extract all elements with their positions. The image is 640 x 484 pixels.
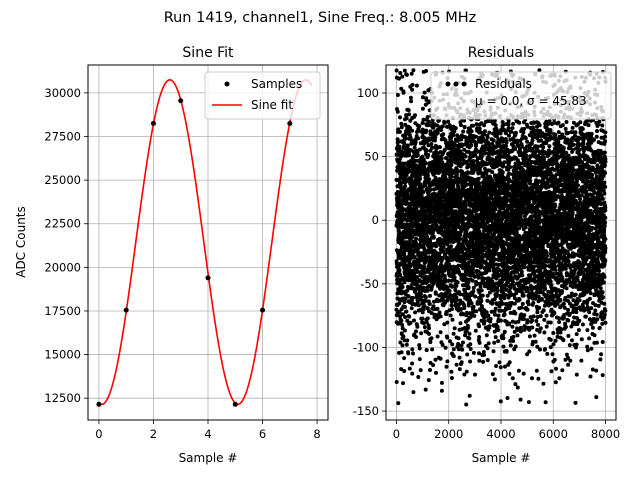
residuals-xlabel: Sample #: [472, 451, 531, 465]
legend-residuals-stats: μ = 0.0, σ = 45.83: [475, 94, 587, 108]
sine-fit-xtick-label: 8: [313, 427, 320, 441]
residuals-points: [394, 68, 608, 407]
legend-residuals-marker: [445, 81, 467, 87]
residuals-axes-frame: [385, 64, 617, 421]
sine-fit-legend: Samples Sine fit: [204, 71, 321, 120]
sample-point: [205, 275, 211, 281]
sample-point: [232, 401, 238, 407]
residuals-xtick-label: 6000: [539, 427, 568, 441]
residuals-ytick-label: -150: [353, 404, 379, 418]
sine-fit-xtick-label: 2: [150, 427, 157, 441]
residuals-ytick-label: 100: [357, 86, 379, 100]
sample-point: [96, 401, 102, 407]
sine-fit-ytick-label: 30000: [44, 86, 81, 100]
sine-fit-legend-box: [204, 71, 321, 120]
residuals-ytick-label: 0: [372, 213, 379, 227]
sample-point: [123, 307, 129, 313]
sample-point: [287, 120, 293, 126]
residuals-ytick-label: 50: [364, 150, 379, 164]
residuals-panel: Residuals 0 2000 4000 6000 8000 -150 -100 -50 0 5…: [353, 45, 620, 465]
sample-point: [150, 120, 156, 126]
sine-fit-xlabel: Sample #: [179, 451, 238, 465]
legend-samples-label: Samples: [251, 77, 302, 91]
residual-points: [394, 68, 608, 407]
residuals-legend-box: [430, 71, 612, 120]
residuals-legend: Residuals μ = 0.0, σ = 45.83: [430, 71, 612, 120]
figure-suptitle: Run 1419, channel1, Sine Freq.: 8.005 MH…: [164, 10, 477, 26]
legend-residuals-label: Residuals: [475, 77, 532, 91]
sine-fit-title: Sine Fit: [182, 45, 234, 61]
sine-fit-ytick-label: 15000: [44, 348, 81, 362]
residuals-ticks: 0 2000 4000 6000 8000 -150 -100 -50 0 50 100: [353, 86, 620, 441]
sample-point: [178, 98, 184, 104]
sine-fit-ytick-label: 22500: [44, 217, 81, 231]
sine-fit-ytick-label: 12500: [44, 391, 81, 405]
residuals-xtick-label: 8000: [591, 427, 620, 441]
sine-fit-ylabel: ADC Counts: [14, 206, 28, 278]
sample-point: [260, 307, 266, 313]
sine-fit-line: [98, 79, 313, 406]
legend-samples-marker: [224, 81, 230, 87]
legend-sine-fit-label: Sine fit: [251, 98, 293, 112]
residuals-ytick-label: -50: [360, 277, 379, 291]
sine-fit-plot-area: [96, 79, 313, 407]
sine-fit-ytick-label: 17500: [44, 304, 81, 318]
residuals-xtick-label: 2000: [434, 427, 463, 441]
sine-fit-ytick-label: 25000: [44, 173, 81, 187]
sine-fit-xtick-label: 0: [95, 427, 102, 441]
sine-fit-ytick-label: 20000: [44, 260, 81, 274]
sine-fit-ytick-label: 27500: [44, 130, 81, 144]
residuals-ytick-label: -100: [353, 340, 379, 354]
residuals-xtick-label: 0: [393, 427, 400, 441]
residuals-title: Residuals: [468, 45, 534, 61]
sine-fit-ticks: 0 2 4 6 8 12500 15000 17500 20000 22500 25000 27500…: [44, 86, 320, 441]
sine-fit-axes-frame: [87, 64, 329, 421]
sine-fit-xtick-label: 4: [204, 427, 211, 441]
sine-fit-xtick-label: 6: [259, 427, 266, 441]
residuals-xtick-label: 4000: [486, 427, 515, 441]
sine-fit-panel: Sine Fit 0 2 4 6 8 12500 15000 17500 20000 22500 2…: [14, 45, 329, 465]
